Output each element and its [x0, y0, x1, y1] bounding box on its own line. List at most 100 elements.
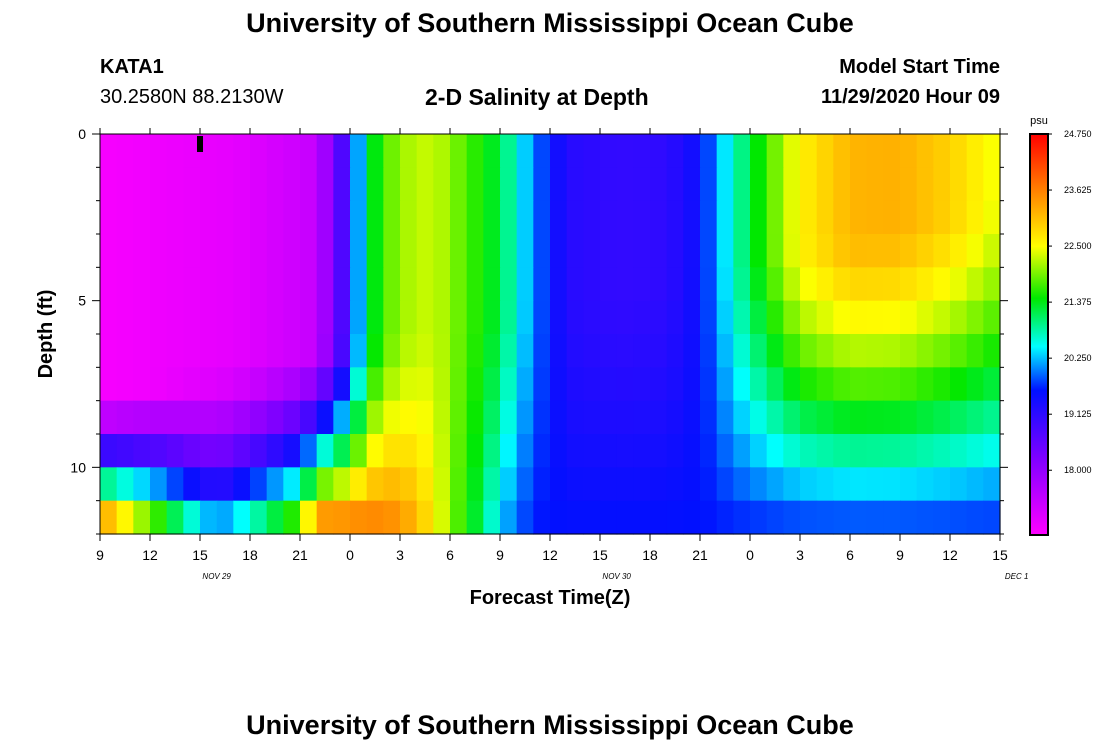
heatmap-cell — [250, 467, 268, 502]
heatmap-cell — [316, 434, 334, 468]
heatmap-cell — [500, 300, 518, 335]
heatmap-cell — [750, 334, 768, 368]
colorbar-tick-label: 21.375 — [1064, 297, 1092, 307]
heatmap-cell — [650, 500, 668, 535]
x-tick-label: 6 — [446, 547, 454, 563]
heatmap-cell — [633, 400, 651, 435]
heatmap-cell — [733, 400, 751, 435]
heatmap-cell — [466, 434, 484, 468]
heatmap-cell — [600, 267, 618, 302]
heatmap-cell — [466, 134, 484, 168]
heatmap-cell — [633, 500, 651, 535]
heatmap-cell — [433, 400, 451, 435]
heatmap-cell — [783, 467, 801, 502]
heatmap-cell — [700, 267, 718, 302]
heatmap-cell — [883, 200, 901, 235]
heatmap-cell — [716, 134, 734, 168]
heatmap-cell — [183, 334, 201, 368]
heatmap-cell — [616, 367, 634, 402]
heatmap-cell — [616, 134, 634, 168]
date-label: DEC 1 — [1005, 572, 1029, 581]
heatmap-cell — [783, 500, 801, 535]
heatmap-cell — [450, 200, 468, 235]
heatmap-cell — [883, 334, 901, 368]
heatmap-cell — [566, 234, 584, 268]
heatmap-cell — [450, 434, 468, 468]
heatmap-cell — [766, 434, 784, 468]
heatmap-cell — [950, 400, 968, 435]
heatmap-cell — [283, 367, 301, 402]
heatmap-cell — [566, 434, 584, 468]
heatmap-cell — [183, 300, 201, 335]
heatmap-cell — [133, 234, 151, 268]
heatmap-cell — [816, 367, 834, 402]
heatmap-cell — [966, 367, 984, 402]
colorbar-tick-label: 20.250 — [1064, 353, 1092, 363]
heatmap-cell — [716, 500, 734, 535]
heatmap-cell — [333, 400, 351, 435]
heatmap-cell — [783, 434, 801, 468]
heatmap-cell — [616, 300, 634, 335]
heatmap-cell — [400, 500, 418, 535]
heatmap-cell — [416, 267, 434, 302]
heatmap-cell — [583, 167, 601, 202]
heatmap-cell — [633, 434, 651, 468]
heatmap-cell — [683, 367, 701, 402]
heatmap-cell — [800, 267, 818, 302]
heatmap-cell — [550, 500, 568, 535]
heatmap-cell — [300, 134, 318, 168]
heatmap-cell — [200, 467, 218, 502]
heatmap-cell — [600, 200, 618, 235]
heatmap-cell — [733, 300, 751, 335]
heatmap-cell — [383, 334, 401, 368]
heatmap-cell — [483, 200, 501, 235]
heatmap-cell — [750, 234, 768, 268]
heatmap-cell — [916, 334, 934, 368]
heatmap-cell — [550, 467, 568, 502]
heatmap-cell — [816, 200, 834, 235]
heatmap-cell — [300, 200, 318, 235]
heatmap-cell — [316, 167, 334, 202]
heatmap-cell — [283, 134, 301, 168]
heatmap-cell — [166, 334, 184, 368]
heatmap-cell — [616, 434, 634, 468]
heatmap-cell — [700, 400, 718, 435]
heatmap-cell — [833, 400, 851, 435]
heatmap-cell — [550, 334, 568, 368]
heatmap-cell — [366, 134, 384, 168]
heatmap-cell — [616, 400, 634, 435]
heatmap-cell — [816, 334, 834, 368]
heatmap-cell — [433, 200, 451, 235]
heatmap-cell — [850, 167, 868, 202]
heatmap-cell — [966, 500, 984, 535]
heatmap-cell — [500, 334, 518, 368]
heatmap-cell — [783, 167, 801, 202]
heatmap-cell — [433, 300, 451, 335]
heatmap-cell — [583, 334, 601, 368]
x-tick-label: 9 — [96, 547, 104, 563]
heatmap-cell — [650, 134, 668, 168]
heatmap-cell — [416, 234, 434, 268]
heatmap-cell — [400, 267, 418, 302]
heatmap-cell — [233, 200, 251, 235]
heatmap-cell — [583, 200, 601, 235]
heatmap-cell — [850, 300, 868, 335]
x-tick-label: 3 — [796, 547, 804, 563]
heatmap-cell — [533, 434, 551, 468]
heatmap-cell — [250, 434, 268, 468]
heatmap-cell — [900, 134, 918, 168]
heatmap-cell — [483, 500, 501, 535]
heatmap-cell — [850, 200, 868, 235]
heatmap-cell — [666, 334, 684, 368]
heatmap-cell — [216, 300, 234, 335]
heatmap-cell — [483, 434, 501, 468]
heatmap-cell — [666, 300, 684, 335]
heatmap-cell — [600, 334, 618, 368]
heatmap-cell — [133, 434, 151, 468]
heatmap-cell — [833, 134, 851, 168]
heatmap-cell — [883, 500, 901, 535]
heatmap-cell — [183, 434, 201, 468]
heatmap-cell — [983, 300, 1001, 335]
heatmap-cell — [116, 167, 134, 202]
heatmap-cell — [433, 267, 451, 302]
